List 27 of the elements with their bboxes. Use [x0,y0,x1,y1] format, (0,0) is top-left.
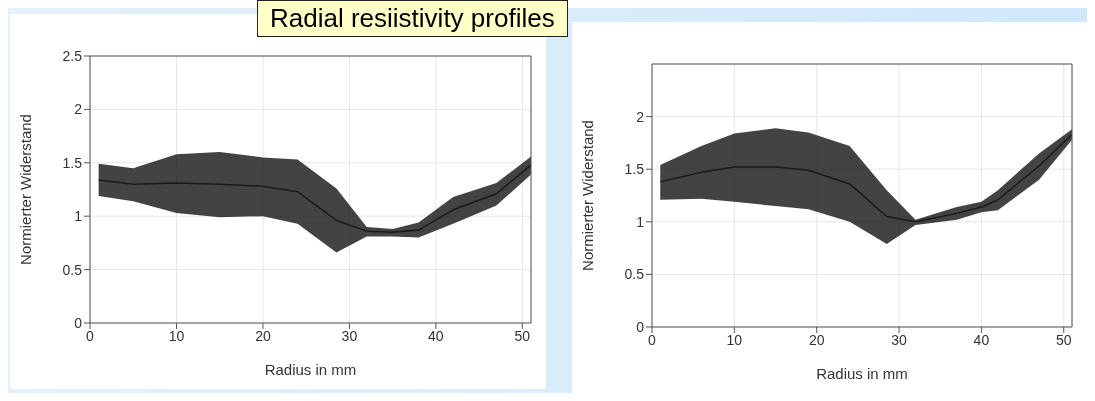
y-tick-label: 0.5 [62,261,83,278]
x-tick-label: 50 [514,327,531,344]
x-tick-label: 0 [648,331,657,348]
x-tick-label: 20 [808,331,825,348]
x-tick-label: 0 [86,327,95,344]
x-tick-label: 10 [168,327,185,344]
x-tick-label: 40 [428,327,444,344]
y-tick-label: 2.5 [62,47,83,64]
x-axis-title: Radius in mm [816,365,908,382]
y-tick-label: 0 [74,314,83,331]
x-tick-label: 30 [341,327,358,344]
y-axis-title: Normierter Widerstand [17,114,35,265]
y-tick-label: 1 [636,213,645,230]
y-tick-label: 2 [74,101,83,118]
x-tick-label: 50 [1055,331,1072,348]
x-tick-label: 30 [891,331,908,348]
x-axis-title: Radius in mm [264,361,357,378]
y-tick-label: 1 [74,208,83,225]
y-tick-label: 1.5 [624,161,645,178]
x-tick-label: 10 [726,331,743,348]
y-tick-label: 0.5 [624,266,645,283]
chart-title: Radial resiistivity profiles [257,0,568,37]
y-axis-title: Normierter Widerstand [579,120,597,271]
y-tick-label: 1.5 [62,154,83,171]
x-tick-label: 20 [255,327,271,344]
y-tick-label: 2 [636,108,645,125]
x-tick-label: 40 [973,331,990,348]
